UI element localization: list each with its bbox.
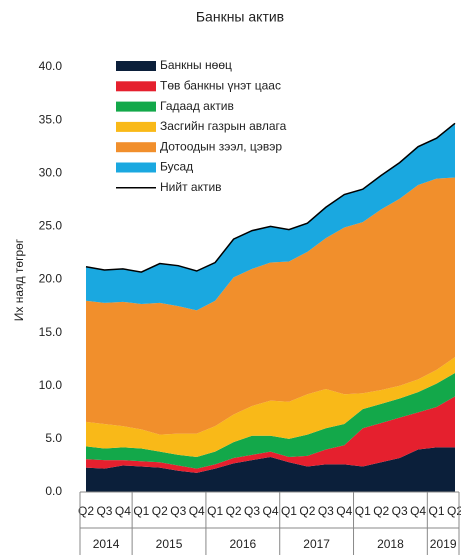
legend-swatch	[116, 121, 156, 132]
x-tick-label: Q2	[152, 504, 168, 518]
y-tick-label: 35.0	[39, 112, 63, 126]
area	[86, 373, 455, 469]
x-tick-label: Q2	[226, 504, 242, 518]
x-tick-label: Q1	[281, 504, 297, 518]
x-tick-label: Q1	[133, 504, 149, 518]
legend-swatch	[116, 81, 156, 92]
year-label: 2014	[93, 537, 120, 551]
x-tick-label: Q1	[207, 504, 223, 518]
area	[86, 396, 455, 473]
y-tick-label: 40.0	[39, 59, 63, 73]
legend-label: Банкны нөөц	[160, 58, 232, 72]
x-tick-label: Q4	[262, 504, 278, 518]
y-tick-label: 5.0	[45, 431, 62, 445]
x-tick-label: Q4	[115, 504, 131, 518]
year-label: 2017	[303, 537, 330, 551]
x-tick-label: Q1	[355, 504, 371, 518]
x-tick-label: Q4	[189, 504, 205, 518]
y-tick-label: 25.0	[39, 219, 63, 233]
x-tick-label: Q2	[299, 504, 315, 518]
legend-swatch	[116, 162, 156, 173]
x-tick-label: Q2	[78, 504, 94, 518]
legend-swatch	[116, 61, 156, 71]
y-tick-label: 30.0	[39, 165, 63, 179]
legend-swatch	[116, 142, 156, 153]
legend-label: Гадаад актив	[160, 99, 234, 113]
x-tick-label: Q3	[170, 504, 186, 518]
legend-label: Нийт актив	[160, 180, 222, 194]
y-tick-label: 10.0	[39, 378, 63, 392]
chart-title: Банкны актив	[196, 9, 284, 25]
area	[86, 447, 455, 492]
x-tick-label: Q1	[429, 504, 445, 518]
legend-swatch	[116, 101, 156, 112]
total-line	[85, 122, 456, 273]
year-label: 2019	[430, 537, 457, 551]
x-tick-label: Q3	[244, 504, 260, 518]
legend-label: Төв банкны үнэт цаас	[160, 78, 281, 92]
area	[86, 357, 455, 457]
x-tick-label: Q2	[373, 504, 389, 518]
x-tick-label: Q3	[96, 504, 112, 518]
year-label: 2016	[229, 537, 256, 551]
year-label: 2018	[377, 537, 404, 551]
year-label: 2015	[156, 537, 183, 551]
area	[86, 177, 455, 435]
y-tick-label: 20.0	[39, 272, 63, 286]
x-tick-label: Q4	[336, 504, 352, 518]
x-tick-label: Q2	[447, 504, 461, 518]
legend-label: Засгийн газрын авлага	[160, 119, 287, 133]
y-tick-label: 15.0	[39, 325, 63, 339]
legend-label: Дотоодын зээл, цэвэр	[160, 139, 282, 153]
x-tick-label: Q3	[392, 504, 408, 518]
x-tick-label: Q3	[318, 504, 334, 518]
x-tick-label: Q4	[410, 504, 426, 518]
y-axis-label: Их наяд төгрөг	[12, 238, 26, 321]
area	[86, 123, 455, 311]
y-tick-label: 0.0	[45, 484, 62, 498]
legend-label: Бусад	[160, 160, 193, 174]
